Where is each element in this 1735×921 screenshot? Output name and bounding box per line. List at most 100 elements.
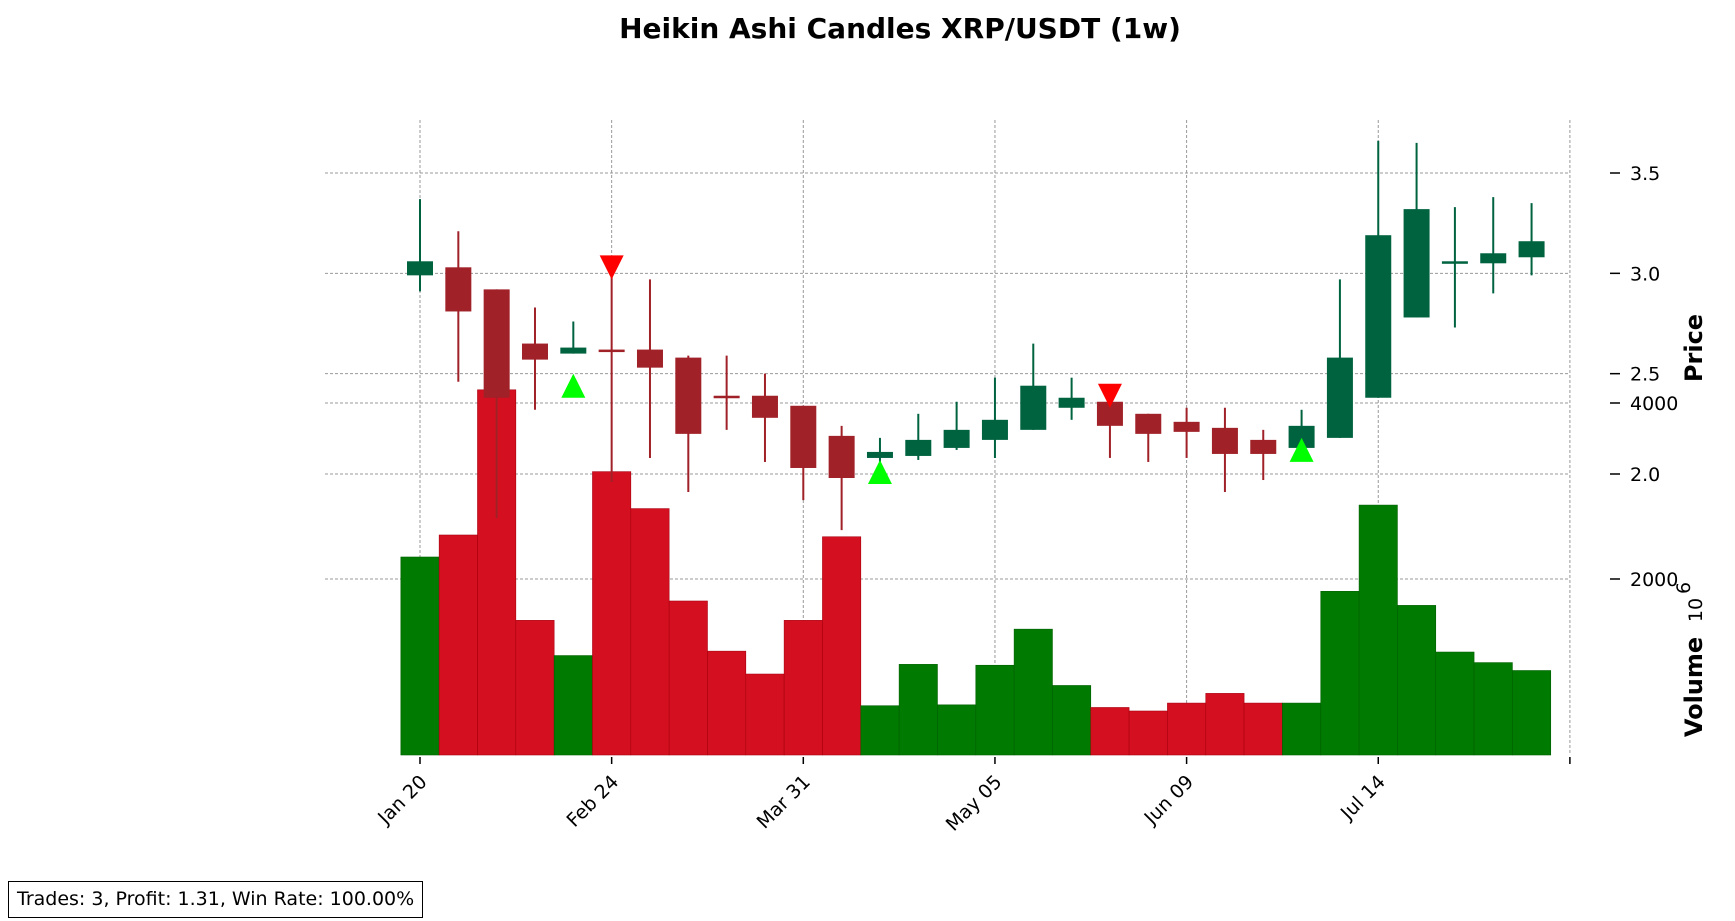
candle-body — [675, 357, 702, 434]
candle-body — [751, 395, 778, 418]
volume-bar — [1435, 651, 1475, 756]
candle-body — [1173, 421, 1200, 432]
date-tick-label: Feb 24 — [562, 771, 623, 832]
candle-body — [1135, 413, 1162, 434]
candlestick — [1173, 407, 1200, 458]
candlestick — [1135, 413, 1162, 462]
sell-marker — [1097, 383, 1122, 408]
candle-body — [1288, 425, 1315, 448]
candle-body — [445, 267, 472, 312]
volume-scale-label: 10 6 — [1673, 582, 1707, 622]
candle-body — [560, 347, 587, 354]
volume-bar — [515, 620, 555, 756]
volume-bar — [553, 655, 593, 756]
volume-bar — [1090, 707, 1130, 756]
candlestick — [751, 373, 778, 462]
candle-body — [1250, 439, 1277, 454]
chart-title: Heikin Ashi Candles XRP/USDT (1w) — [619, 12, 1181, 45]
volume-bar — [1052, 685, 1092, 756]
volume-tick-label: 2000 — [1630, 569, 1678, 591]
volume-bar — [937, 704, 977, 756]
candlestick — [943, 401, 970, 450]
volume-bar — [1205, 693, 1245, 756]
volume-bar — [1128, 710, 1168, 756]
candle-body — [598, 349, 625, 353]
volume-tick-label: 4000 — [1630, 393, 1678, 415]
candle-body — [407, 261, 433, 276]
candle-body — [1518, 241, 1545, 258]
volume-bar — [1320, 591, 1360, 756]
volume-bar — [1512, 670, 1552, 756]
volume-axis-label: Volume — [1680, 637, 1708, 737]
volume-bar — [707, 650, 747, 756]
volume-bar — [630, 508, 670, 756]
volume-scale-base: 10 — [1685, 598, 1707, 622]
candle-body — [828, 435, 855, 479]
candle-body — [905, 439, 932, 456]
volume-bar — [1397, 605, 1437, 756]
buy-marker — [1289, 437, 1314, 462]
candlestick — [1250, 429, 1277, 481]
candlestick — [483, 289, 510, 519]
buy-marker — [561, 373, 586, 398]
candlestick — [1058, 377, 1085, 420]
candle-body — [981, 419, 1008, 440]
trade-markers — [561, 255, 1314, 484]
candlestick — [675, 355, 702, 493]
candlestick — [1020, 343, 1047, 430]
date-tick-label: Jun 09 — [1140, 771, 1199, 830]
volume-bar — [860, 705, 900, 756]
candlesticks — [407, 140, 1545, 531]
candlestick — [1365, 140, 1392, 398]
volume-bar — [592, 471, 632, 756]
candlestick — [445, 231, 472, 382]
candlestick — [866, 437, 893, 462]
candle-body — [790, 405, 817, 468]
candlestick — [636, 279, 663, 458]
volume-bar — [975, 664, 1015, 756]
candle-body — [866, 451, 893, 458]
stats-box: Trades: 3, Profit: 1.31, Win Rate: 100.0… — [8, 881, 424, 918]
candlestick — [713, 355, 740, 430]
candle-body — [713, 395, 740, 399]
candle-body — [1211, 427, 1238, 454]
candle-body — [1403, 209, 1430, 318]
volume-bar — [1358, 504, 1398, 756]
candle-body — [1058, 397, 1085, 408]
candlestick — [1480, 197, 1507, 294]
date-tick-label: Jan 20 — [373, 771, 431, 829]
date-tick-label: Mar 31 — [753, 771, 815, 833]
price-tick-label: 3.5 — [1630, 163, 1660, 185]
candle-body — [1365, 235, 1392, 398]
buy-marker — [867, 459, 892, 484]
candlestick — [407, 199, 433, 292]
volume-bar — [745, 673, 785, 756]
volume-scale-exponent: 6 — [1673, 582, 1695, 594]
candlestick — [521, 307, 548, 410]
candlestick — [828, 425, 855, 531]
sell-marker — [599, 255, 624, 280]
candlestick — [981, 377, 1008, 458]
candlestick — [560, 321, 587, 354]
candlestick — [598, 265, 625, 483]
volume-bar — [822, 536, 862, 756]
price-tick-label: 2.0 — [1630, 464, 1660, 486]
date-tick-label: May 05 — [942, 771, 1007, 836]
volume-bars — [400, 389, 1552, 756]
price-tick-label: 3.0 — [1630, 263, 1660, 285]
volume-bar — [1282, 702, 1322, 756]
candlestick — [905, 413, 932, 460]
volume-bar — [1243, 702, 1283, 756]
candlestick — [1518, 203, 1545, 276]
candle-body — [1326, 357, 1353, 438]
volume-bar — [438, 534, 478, 756]
candle-body — [1020, 385, 1047, 430]
date-tick-label: Jul 14 — [1336, 771, 1390, 825]
candle-body — [1480, 253, 1507, 264]
volume-bar — [898, 664, 938, 756]
volume-bar — [1013, 628, 1053, 756]
volume-bar — [400, 556, 440, 756]
price-axis-label: Price — [1680, 314, 1708, 382]
candlestick — [1441, 207, 1468, 328]
